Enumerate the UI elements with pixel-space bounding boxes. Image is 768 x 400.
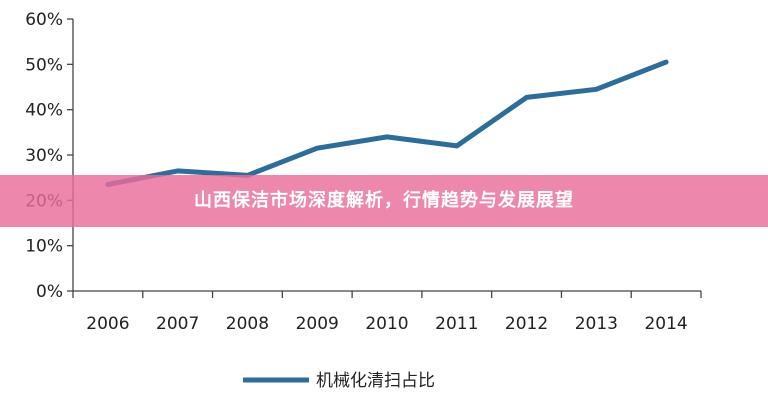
x-tick-label: 2008: [226, 314, 269, 334]
x-tick-label: 2006: [86, 314, 129, 334]
y-axis-ticks: 0%10%20%30%40%50%60%: [25, 10, 73, 302]
x-axis-ticks: 2006 2007 2008 2009 2010 2011 2012 2013 2014: [72, 291, 702, 334]
x-tick-label: 2011: [435, 314, 478, 334]
y-tick-label: 50%: [25, 55, 63, 75]
x-tick-label: 2009: [296, 314, 339, 334]
y-tick-label: 60%: [25, 10, 63, 30]
x-tick-label: 2014: [644, 314, 687, 334]
x-tick-label: 2012: [505, 314, 548, 334]
y-tick-label: 40%: [25, 101, 63, 121]
x-tick-label: 2010: [365, 314, 408, 334]
y-tick-label: 0%: [36, 282, 63, 302]
banner-title: 山西保洁市场深度解析，行情趋势与发展展望: [194, 190, 574, 211]
series-layer: [105, 59, 669, 187]
legend: 机械化清扫占比: [243, 371, 435, 391]
series-line: [105, 59, 669, 187]
legend-label: 机械化清扫占比: [316, 371, 435, 391]
y-tick-label: 30%: [25, 146, 63, 166]
axes: [72, 19, 701, 292]
title-banner: 山西保洁市场深度解析，行情趋势与发展展望: [0, 175, 768, 227]
data-point: [177, 170, 179, 172]
data-point: [526, 96, 528, 98]
data-point: [456, 145, 458, 147]
data-point: [386, 136, 388, 138]
data-point: [316, 147, 318, 149]
data-point: [665, 61, 667, 63]
x-tick-label: 2007: [156, 314, 199, 334]
y-tick-label: 10%: [25, 237, 63, 257]
data-point: [595, 88, 597, 90]
x-tick-label: 2013: [575, 314, 618, 334]
